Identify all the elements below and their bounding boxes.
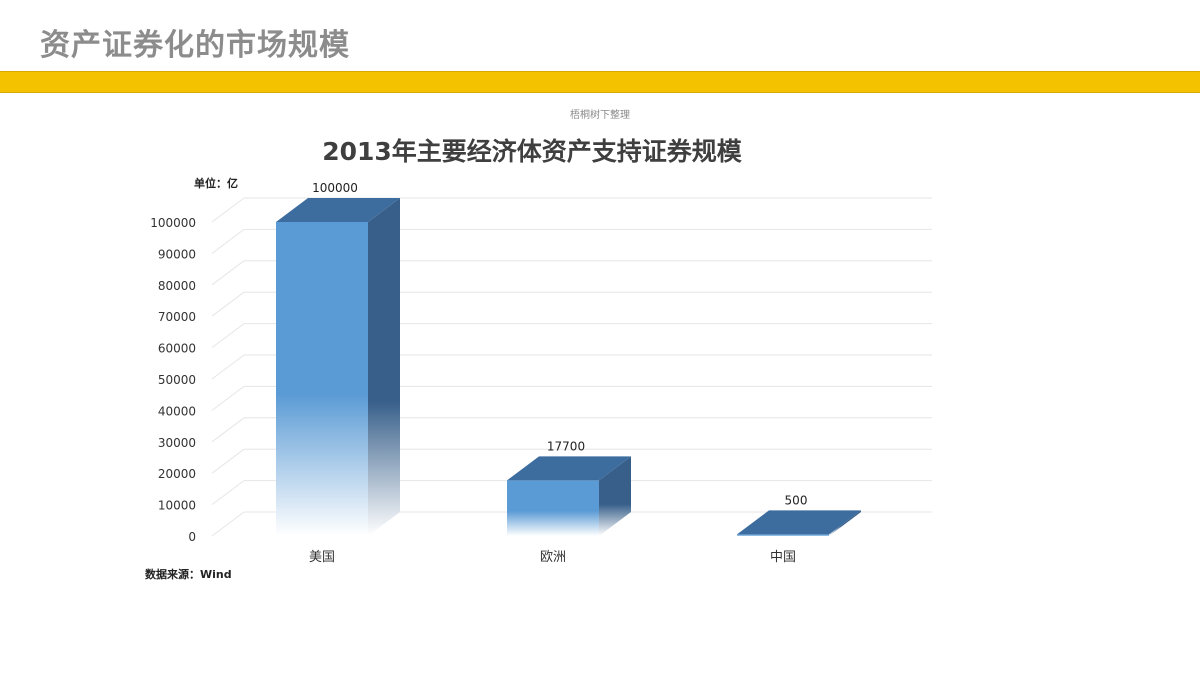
chart-title: 2013年主要经济体资产支持证券规模 bbox=[322, 137, 743, 166]
bar-top-face bbox=[276, 198, 400, 222]
x-category-label: 欧洲 bbox=[540, 550, 566, 565]
gridline-depth bbox=[211, 417, 245, 443]
bar-top-face bbox=[737, 510, 861, 535]
y-tick-label: 90000 bbox=[158, 247, 196, 261]
y-axis-ticks: 0 10000 20000 30000 40000 50000 60000 70000 8000… bbox=[150, 216, 196, 544]
y-tick-label: 40000 bbox=[158, 404, 196, 418]
x-category-label: 中国 bbox=[770, 550, 796, 565]
y-tick-label: 60000 bbox=[158, 342, 196, 356]
gridline-depth bbox=[211, 511, 245, 537]
gridline-depth bbox=[211, 323, 245, 349]
x-axis-categories: 美国 欧洲 中国 bbox=[309, 550, 796, 565]
bar-side-face bbox=[368, 198, 400, 536]
gridline-depth bbox=[211, 448, 245, 474]
bar-side-face bbox=[599, 456, 631, 536]
data-label: 100000 bbox=[312, 181, 358, 195]
watermark-text: 梧桐树下整理 bbox=[570, 110, 630, 121]
y-tick-label: 50000 bbox=[158, 373, 196, 387]
data-label: 17700 bbox=[547, 439, 585, 453]
bar-side-face bbox=[829, 510, 861, 536]
gridline-depth bbox=[211, 354, 245, 380]
bar-front-face bbox=[507, 480, 599, 536]
y-tick-label: 80000 bbox=[158, 279, 196, 293]
x-category-label: 美国 bbox=[309, 550, 335, 565]
unit-label: 单位：亿 bbox=[194, 176, 238, 190]
gridline-depth bbox=[211, 260, 245, 286]
bar-1 bbox=[276, 198, 400, 536]
gridline-depth bbox=[211, 291, 245, 317]
data-label: 500 bbox=[785, 493, 808, 507]
title-accent-band bbox=[0, 71, 1200, 93]
y-tick-label: 20000 bbox=[158, 467, 196, 481]
y-tick-label: 100000 bbox=[150, 216, 196, 230]
y-tick-label: 70000 bbox=[158, 310, 196, 324]
bar-2 bbox=[507, 456, 631, 536]
y-tick-label: 0 bbox=[188, 530, 196, 544]
bar-front-face bbox=[276, 222, 368, 536]
bar-top-face bbox=[507, 456, 631, 481]
data-labels: 100000 17700 500 bbox=[312, 181, 807, 507]
bars bbox=[276, 198, 861, 536]
y-tick-label: 30000 bbox=[158, 436, 196, 450]
bar-front-face bbox=[737, 534, 829, 536]
slide-title: 资产证券化的市场规模 bbox=[40, 28, 350, 63]
bar-3 bbox=[737, 510, 861, 536]
gridline-depth bbox=[211, 480, 245, 506]
gridline-depth bbox=[211, 385, 245, 411]
gridline-depth bbox=[211, 197, 245, 223]
source-note: 数据来源：Wind bbox=[145, 567, 232, 581]
gridline-depth bbox=[211, 228, 245, 254]
y-tick-label: 10000 bbox=[158, 499, 196, 513]
